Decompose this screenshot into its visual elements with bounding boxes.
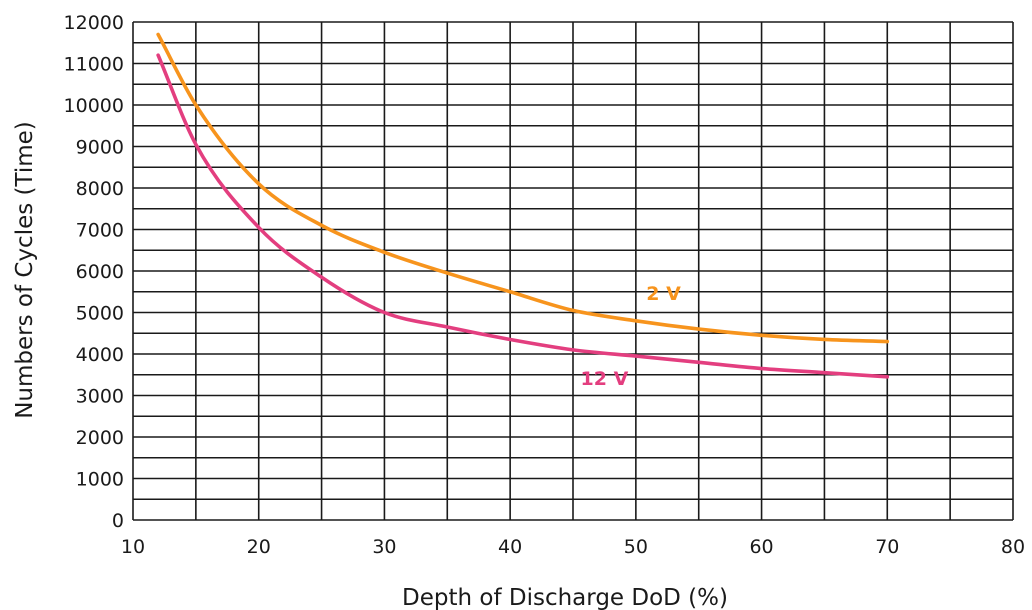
x-tick-label: 60 — [749, 536, 773, 558]
y-tick-label: 1000 — [76, 469, 124, 491]
series-annotation: 12 V — [581, 368, 629, 390]
series-lines — [156, 32, 890, 379]
y-tick-label: 4000 — [76, 344, 124, 366]
y-tick-label: 9000 — [76, 137, 124, 159]
x-tick-label: 40 — [498, 536, 522, 558]
y-tick-label: 8000 — [76, 178, 124, 200]
tick-labels: 10 20 30 40 50 60 70 80 0 1000 2000 3000 4000 5000 600… — [64, 12, 1026, 558]
y-tick-label: 12000 — [64, 12, 124, 34]
series-line-1 — [156, 53, 890, 379]
y-tick-label: 7000 — [76, 220, 124, 242]
y-tick-label: 2000 — [76, 427, 124, 449]
series-line-0 — [156, 32, 890, 344]
gridlines — [132, 21, 1014, 521]
x-tick-label: 50 — [624, 536, 648, 558]
y-tick-label: 0 — [112, 510, 124, 532]
x-tick-label: 30 — [372, 536, 396, 558]
series-annotation: 2 V — [646, 283, 681, 305]
y-tick-label: 3000 — [76, 386, 124, 408]
series-annotations: 2 V 12 V — [581, 283, 682, 390]
x-tick-label: 10 — [121, 536, 145, 558]
y-tick-label: 6000 — [76, 261, 124, 283]
x-tick-label: 80 — [1001, 536, 1025, 558]
x-tick-label: 70 — [875, 536, 899, 558]
x-axis-title: Depth of Discharge DoD (%) — [402, 585, 728, 610]
y-tick-label: 10000 — [64, 95, 124, 117]
y-tick-label: 11000 — [64, 54, 124, 76]
y-tick-label: 5000 — [76, 303, 124, 325]
y-axis-title: Numbers of Cycles (Time) — [12, 121, 38, 419]
x-tick-label: 20 — [247, 536, 271, 558]
